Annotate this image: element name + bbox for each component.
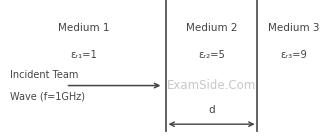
Text: εᵣ₁=1: εᵣ₁=1 (70, 50, 97, 60)
Text: Medium 2: Medium 2 (186, 23, 237, 33)
Text: εᵣ₂=5: εᵣ₂=5 (198, 50, 225, 60)
Text: d: d (208, 105, 215, 115)
Text: Incident Team: Incident Team (10, 70, 78, 79)
Text: Medium 3: Medium 3 (268, 23, 319, 33)
Text: ExamSide.Com: ExamSide.Com (167, 79, 256, 92)
Text: εᵣ₃=9: εᵣ₃=9 (280, 50, 307, 60)
Text: Medium 1: Medium 1 (58, 23, 110, 33)
Text: Wave (f=1GHz): Wave (f=1GHz) (10, 92, 85, 102)
